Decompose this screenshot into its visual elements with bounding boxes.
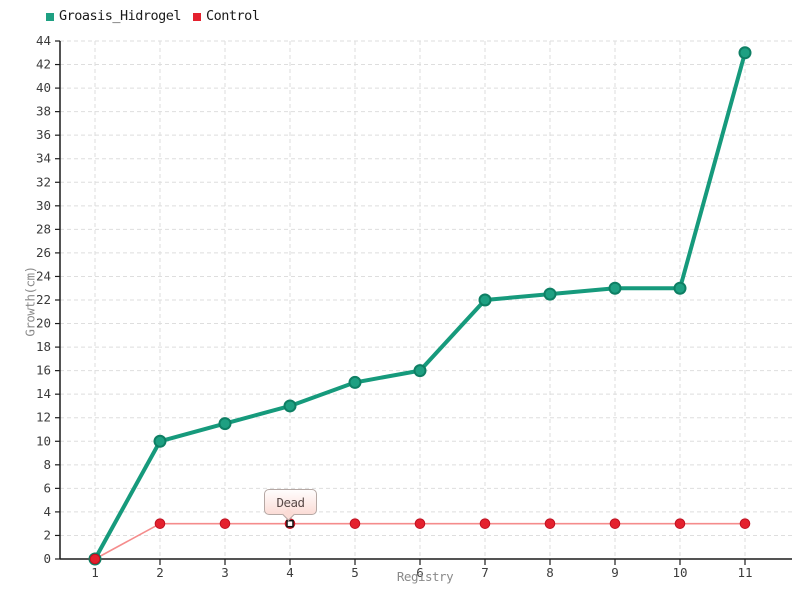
y-tick-label: 6 xyxy=(43,480,51,495)
y-tick-label: 2 xyxy=(43,527,51,542)
data-point-Groasis_Hidrogel-x6[interactable] xyxy=(413,364,427,378)
x-tick-label: 4 xyxy=(286,565,294,580)
y-tick-label: 28 xyxy=(36,221,51,236)
x-tick-label: 11 xyxy=(737,565,752,580)
x-tick-label: 3 xyxy=(221,565,229,580)
legend-label: Control xyxy=(206,8,260,24)
data-point-Control-x8[interactable] xyxy=(544,518,556,529)
data-point-Groasis_Hidrogel-x8[interactable] xyxy=(543,287,557,301)
data-point-Control-x1[interactable] xyxy=(89,553,101,565)
y-tick-label: 20 xyxy=(36,316,51,331)
data-point-Control-x10[interactable] xyxy=(674,518,686,529)
data-point-Groasis_Hidrogel-x7[interactable] xyxy=(478,293,492,307)
y-tick-label: 24 xyxy=(36,268,51,283)
y-tick-label: 34 xyxy=(36,151,51,166)
data-point-Groasis_Hidrogel-x11[interactable] xyxy=(738,46,752,60)
x-tick-label: 5 xyxy=(351,565,359,580)
y-tick-label: 10 xyxy=(36,433,51,448)
y-tick-label: 18 xyxy=(36,339,51,354)
y-tick-label: 4 xyxy=(43,504,51,519)
data-point-Control-x5[interactable] xyxy=(349,518,361,529)
dead-tooltip: Dead xyxy=(264,489,317,521)
y-tick-label: 16 xyxy=(36,363,51,378)
y-tick-label: 8 xyxy=(43,457,51,472)
x-tick-label: 9 xyxy=(611,565,619,580)
x-tick-label: 6 xyxy=(416,565,424,580)
y-tick-label: 30 xyxy=(36,198,51,213)
data-point-Groasis_Hidrogel-x5[interactable] xyxy=(348,375,362,389)
data-point-Groasis_Hidrogel-x3[interactable] xyxy=(218,417,232,431)
y-tick-label: 32 xyxy=(36,174,51,189)
y-tick-label: 14 xyxy=(36,386,51,401)
x-tick-label: 2 xyxy=(156,565,164,580)
legend-item-Control[interactable]: Control xyxy=(193,8,260,24)
y-tick-label: 22 xyxy=(36,292,51,307)
data-point-Control-x2[interactable] xyxy=(154,518,166,529)
y-tick-label: 0 xyxy=(43,551,51,566)
y-tick-label: 36 xyxy=(36,127,51,142)
data-point-Control-x6[interactable] xyxy=(414,518,426,529)
y-tick-label: 38 xyxy=(36,104,51,119)
legend-item-Groasis_Hidrogel[interactable]: Groasis_Hidrogel xyxy=(46,8,182,24)
data-point-Control-x3[interactable] xyxy=(219,518,231,529)
x-tick-label: 1 xyxy=(91,565,99,580)
x-axis-title: Registry xyxy=(396,569,454,584)
y-tick-label: 44 xyxy=(36,33,51,48)
data-point-Groasis_Hidrogel-x2[interactable] xyxy=(153,434,167,448)
data-point-Groasis_Hidrogel-x10[interactable] xyxy=(673,281,687,295)
legend-swatch-icon xyxy=(46,13,54,21)
x-tick-label: 7 xyxy=(481,565,489,580)
data-point-Control-x11[interactable] xyxy=(739,518,751,529)
data-point-Groasis_Hidrogel-x4[interactable] xyxy=(283,399,297,413)
legend-swatch-icon xyxy=(193,13,202,21)
y-tick-label: 26 xyxy=(36,245,51,260)
legend: Groasis_Hidrogel Control xyxy=(46,8,260,24)
dead-tooltip-text: Dead xyxy=(276,494,305,510)
y-tick-label: 12 xyxy=(36,410,51,425)
y-tick-label: 40 xyxy=(36,80,51,95)
legend-label: Groasis_Hidrogel xyxy=(59,8,182,24)
hovered-point-marker[interactable] xyxy=(286,519,294,528)
y-tick-label: 42 xyxy=(36,57,51,72)
x-tick-label: 8 xyxy=(546,565,554,580)
y-axis-title: Growth(cm) xyxy=(22,266,38,337)
data-point-Control-x7[interactable] xyxy=(479,518,491,529)
x-tick-label: 10 xyxy=(672,565,687,580)
data-point-Control-x9[interactable] xyxy=(609,518,621,529)
data-point-Groasis_Hidrogel-x9[interactable] xyxy=(608,281,622,295)
